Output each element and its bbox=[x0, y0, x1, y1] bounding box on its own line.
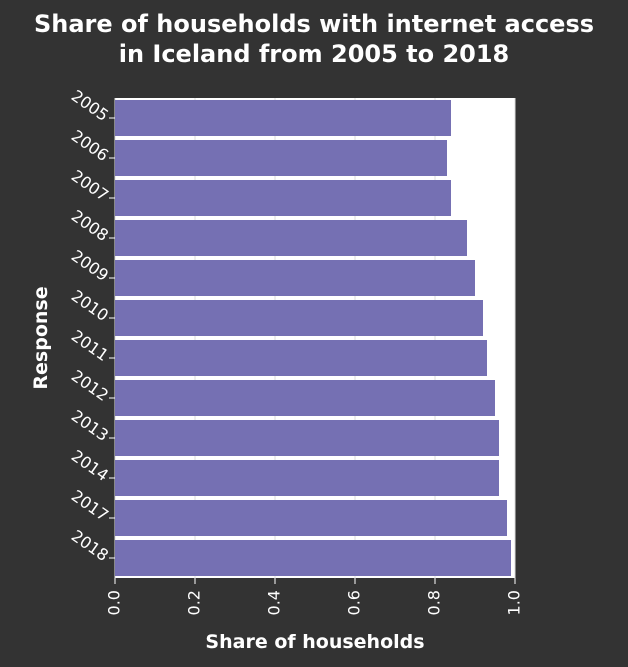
bar bbox=[115, 260, 475, 296]
y-tick-label: 2018 bbox=[68, 526, 112, 565]
chart-title-line-2: in Iceland from 2005 to 2018 bbox=[119, 40, 510, 68]
y-axis-title: Response bbox=[30, 286, 52, 389]
y-tick-label: 2010 bbox=[68, 286, 112, 325]
chart-title-line-1: Share of households with internet access bbox=[34, 10, 594, 38]
y-tick-label: 2012 bbox=[68, 366, 112, 405]
bar bbox=[115, 500, 507, 536]
x-axis-ticks: 0.0 0.2 0.4 0.6 0.8 1.0 bbox=[105, 578, 524, 615]
bar bbox=[115, 340, 487, 376]
bar bbox=[115, 460, 499, 496]
bar bbox=[115, 100, 451, 136]
y-tick-label: 2014 bbox=[68, 446, 112, 485]
x-tick-label: 0.8 bbox=[425, 590, 444, 615]
y-tick-label: 2013 bbox=[68, 406, 112, 445]
bars bbox=[115, 100, 511, 576]
y-tick-label: 2007 bbox=[68, 166, 112, 205]
x-tick-label: 0.2 bbox=[185, 590, 204, 615]
x-tick-label: 0.0 bbox=[105, 590, 124, 615]
y-tick-label: 2009 bbox=[68, 246, 112, 285]
x-axis-title: Share of households bbox=[205, 631, 424, 653]
bar bbox=[115, 540, 511, 576]
y-tick-label: 2008 bbox=[68, 206, 112, 245]
y-axis-ticks: 2005200620072008200920102011201220132014… bbox=[68, 86, 115, 565]
bar bbox=[115, 220, 467, 256]
y-tick-label: 2011 bbox=[68, 326, 112, 365]
y-tick-label: 2017 bbox=[68, 486, 112, 525]
y-tick-label: 2006 bbox=[68, 126, 112, 165]
bar bbox=[115, 380, 495, 416]
y-tick-label: 2005 bbox=[68, 86, 112, 125]
plot-area bbox=[115, 98, 515, 578]
x-tick-label: 0.6 bbox=[345, 590, 364, 615]
bar bbox=[115, 420, 499, 456]
bar bbox=[115, 300, 483, 336]
grid-lines bbox=[114, 98, 516, 578]
bar bbox=[115, 140, 447, 176]
bar bbox=[115, 180, 451, 216]
x-tick-label: 1.0 bbox=[505, 590, 524, 615]
x-tick-label: 0.4 bbox=[265, 590, 284, 615]
